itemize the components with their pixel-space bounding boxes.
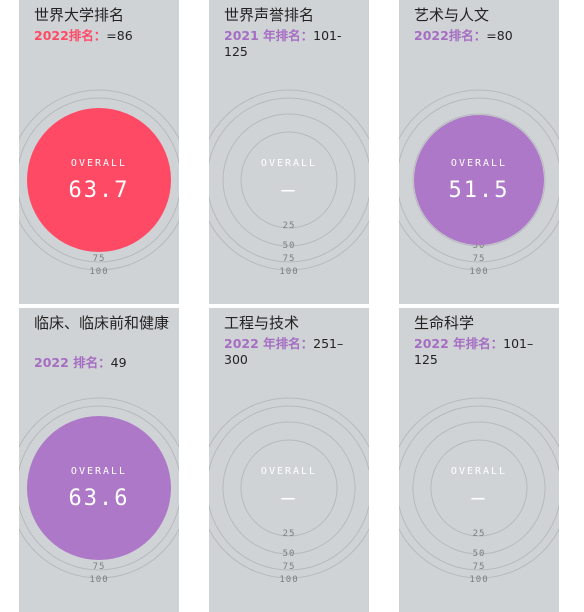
tick-50: 50: [473, 241, 486, 251]
rank-value: =86: [106, 28, 133, 43]
rank-label: 2022排名：: [414, 28, 487, 43]
overall-label: OVERALL: [261, 158, 317, 169]
tick-50: 50: [283, 241, 296, 251]
overall-value: —: [471, 486, 486, 511]
tick-25: 25: [473, 529, 486, 539]
ranking-card-arts-humanities[interactable]: 艺术与人文 2022排名：=80 25 50 75 100 OVERALL 51…: [399, 0, 559, 304]
tick-50: 50: [283, 549, 296, 559]
rank-value: 101–125: [414, 336, 534, 367]
tick-25: 25: [283, 221, 296, 231]
overall-score-dial: 25 50 75 100 OVERALL —: [209, 89, 369, 277]
rank-value: =80: [486, 28, 513, 43]
overall-score-dial: 25 50 75 100 OVERALL —: [399, 397, 559, 585]
rank-label: 2021 年排名：: [224, 28, 314, 43]
ranking-card-clinical-health[interactable]: 临床、临床前和健康 2022 排名：49 25 50 75 100 OVERAL…: [19, 308, 179, 612]
card-title: 艺术与人文: [414, 6, 490, 24]
tick-75: 75: [93, 562, 106, 572]
tick-75: 75: [283, 254, 296, 264]
tick-100: 100: [469, 575, 488, 585]
card-title: 生命科学: [414, 314, 475, 332]
overall-label: OVERALL: [261, 466, 317, 477]
overall-value: —: [281, 486, 296, 511]
overall-score-dial: 25 50 75 100 OVERALL —: [209, 397, 369, 585]
score-fill-circle: [27, 416, 171, 560]
card-rank: 2022 排名：49: [34, 355, 172, 371]
card-rank: 2022 年排名：251–300: [224, 336, 354, 368]
rank-value: 49: [110, 355, 127, 370]
rank-label: 2022排名：: [34, 28, 107, 43]
card-title: 世界声誉排名: [224, 6, 315, 24]
rank-value: 251–300: [224, 336, 344, 367]
tick-100: 100: [279, 267, 298, 277]
score-fill-circle: [27, 108, 171, 252]
overall-label: OVERALL: [71, 466, 127, 477]
tick-100: 100: [469, 267, 488, 277]
card-title: 工程与技术: [224, 314, 300, 332]
overall-label: OVERALL: [451, 158, 507, 169]
tick-75: 75: [473, 562, 486, 572]
tick-75: 75: [283, 562, 296, 572]
overall-score-dial: 25 50 75 100 OVERALL 63.6: [19, 397, 179, 585]
card-title: 临床、临床前和健康: [34, 314, 170, 332]
card-title: 世界大学排名: [34, 6, 125, 24]
rank-label: 2022 年排名：: [224, 336, 314, 351]
rank-value: 101-125: [224, 28, 342, 59]
tick-100: 100: [89, 267, 108, 277]
tick-25: 25: [283, 529, 296, 539]
overall-label: OVERALL: [451, 466, 507, 477]
overall-value: 63.6: [69, 486, 130, 511]
row-divider: [0, 304, 584, 308]
card-rank: 2021 年排名：101-125: [224, 28, 362, 60]
overall-value: 63.7: [69, 178, 130, 203]
tick-100: 100: [89, 575, 108, 585]
score-fill-circle: [414, 115, 544, 245]
tick-100: 100: [279, 575, 298, 585]
card-rank: 2022 年排名：101–125: [414, 336, 544, 368]
card-rank: 2022排名：=80: [414, 28, 552, 44]
overall-value: —: [281, 178, 296, 203]
overall-score-dial: 25 50 75 100 OVERALL 51.5: [399, 89, 559, 277]
ranking-card-world-university[interactable]: 世界大学排名 2022排名：=86 25 50 75 100 OVERALL 6…: [19, 0, 179, 304]
card-rank: 2022排名：=86: [34, 28, 172, 44]
ranking-card-world-reputation[interactable]: 世界声誉排名 2021 年排名：101-125 25 50 75 100 OVE…: [209, 0, 369, 304]
ranking-card-life-sciences[interactable]: 生命科学 2022 年排名：101–125 25 50 75 100 OVERA…: [399, 308, 559, 612]
tick-75: 75: [473, 254, 486, 264]
tick-50: 50: [473, 549, 486, 559]
rank-label: 2022 年排名：: [414, 336, 504, 351]
ranking-card-engineering-technology[interactable]: 工程与技术 2022 年排名：251–300 25 50 75 100 OVER…: [209, 308, 369, 612]
overall-value: 51.5: [449, 178, 510, 203]
rank-label: 2022 排名：: [34, 355, 111, 370]
overall-label: OVERALL: [71, 158, 127, 169]
overall-score-dial: 25 50 75 100 OVERALL 63.7: [19, 89, 179, 277]
tick-75: 75: [93, 254, 106, 264]
